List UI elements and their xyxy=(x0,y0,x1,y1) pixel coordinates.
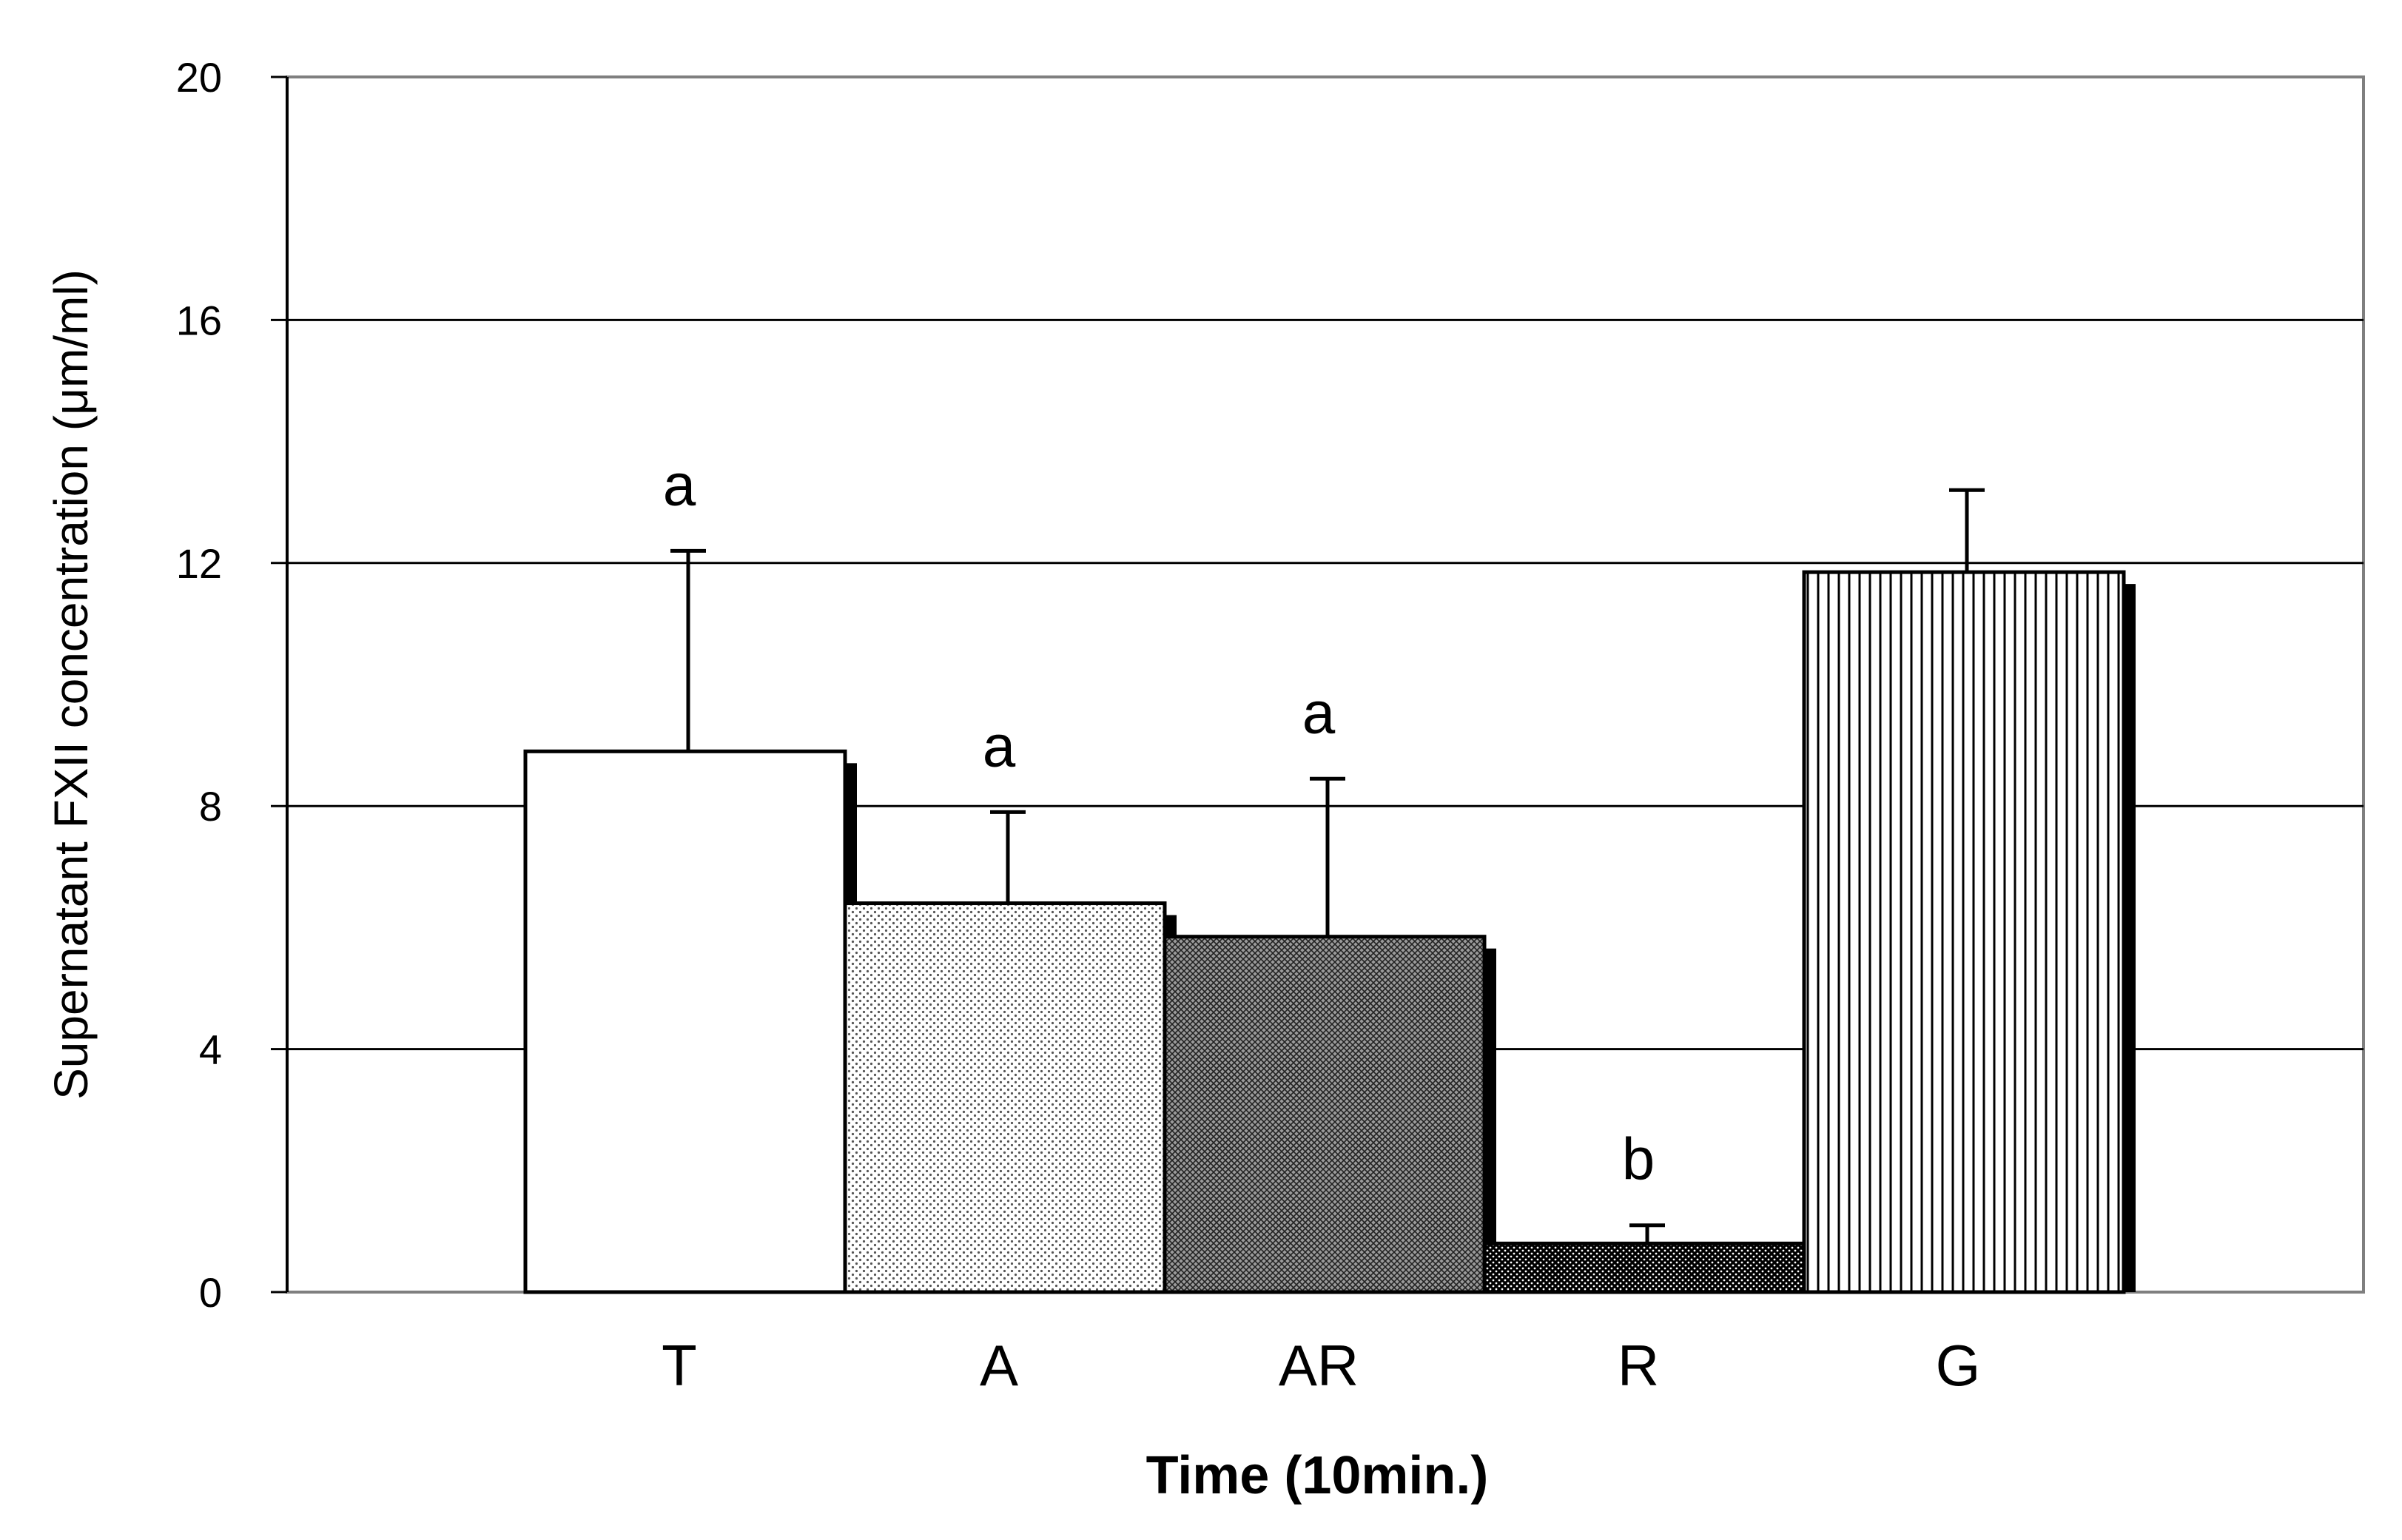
category-labels: a Ta Aa AR b R G xyxy=(662,451,1980,1398)
significance-label: a xyxy=(663,451,696,517)
y-axis-title: Supernatant FXII concentration (μm/ml) xyxy=(44,269,98,1100)
y-tick-label: 12 xyxy=(176,540,222,587)
bar-AR xyxy=(1163,935,1487,1294)
y-tick-label: 0 xyxy=(199,1269,222,1316)
x-category-label: T xyxy=(662,1333,697,1398)
x-category-label: G xyxy=(1936,1333,1981,1398)
significance-label: b xyxy=(1622,1126,1655,1192)
significance-label: a xyxy=(983,713,1016,779)
bar-shadow xyxy=(1484,948,1496,1292)
bar-A xyxy=(843,901,1167,1294)
x-category-label: R xyxy=(1618,1333,1659,1398)
bar-T xyxy=(523,749,847,1294)
y-tick-label: 4 xyxy=(199,1026,222,1073)
bar-G xyxy=(1802,570,2126,1294)
y-tick-label: 16 xyxy=(176,297,222,343)
y-tick-label: 8 xyxy=(199,783,222,830)
bar-shadow xyxy=(2124,584,2136,1292)
bar-R xyxy=(1482,1241,1806,1294)
significance-label: a xyxy=(1302,679,1336,745)
bars xyxy=(523,488,2136,1294)
x-axis-title: Time (10min.) xyxy=(1146,1446,1489,1505)
x-category-label: A xyxy=(980,1333,1018,1398)
y-tick-label: 20 xyxy=(176,54,222,101)
x-category-label: AR xyxy=(1279,1333,1359,1398)
y-axis: 0 4 8 12 16 20 xyxy=(176,54,289,1316)
